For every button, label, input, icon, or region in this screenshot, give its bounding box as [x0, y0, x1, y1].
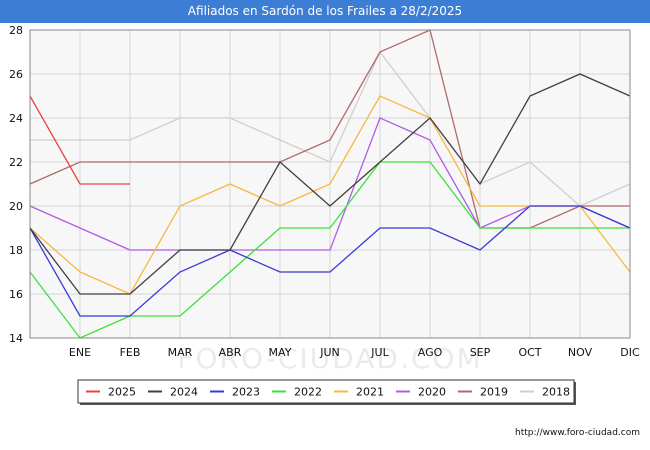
- y-tick-label: 20: [9, 200, 23, 213]
- series-line-2018: [30, 50, 631, 207]
- legend-label-2023: 2023: [232, 386, 260, 399]
- x-tick-label: NOV: [568, 346, 593, 359]
- x-tick-label: ABR: [219, 346, 242, 359]
- series-line-2023: [29, 205, 631, 317]
- source-url: http://www.foro-ciudad.com: [515, 428, 640, 438]
- y-tick-label: 26: [9, 68, 23, 81]
- x-tick-label: MAY: [269, 346, 292, 359]
- y-tick-label: 24: [9, 112, 23, 125]
- plot-border: [29, 29, 631, 339]
- x-tick-label: AGO: [418, 346, 443, 359]
- watermark: FORO-CIUDAD.COM: [177, 342, 482, 375]
- chart-title: Afiliados en Sardón de los Frailes a 28/…: [187, 4, 463, 18]
- x-tick-label: JUL: [370, 346, 389, 359]
- title-bar: [0, 0, 650, 23]
- y-tick-label: 16: [9, 288, 23, 301]
- x-tick-label: OCT: [518, 346, 541, 359]
- legend-box: [77, 379, 575, 404]
- legend-label-2020: 2020: [418, 386, 446, 399]
- legend-label-2025: 2025: [108, 386, 136, 399]
- x-tick-label: ENE: [69, 346, 91, 359]
- legend-label-2019: 2019: [480, 386, 508, 399]
- legend-label-2021: 2021: [356, 386, 384, 399]
- series-line-2024: [29, 73, 631, 295]
- x-tick-label: FEB: [120, 346, 141, 359]
- y-tick-label: 28: [9, 24, 23, 37]
- x-tick-label: DIC: [620, 346, 640, 359]
- x-tick-label: SEP: [470, 346, 491, 359]
- y-tick-label: 18: [9, 244, 23, 257]
- legend-label-2022: 2022: [294, 386, 322, 399]
- x-tick-label: MAR: [168, 346, 193, 359]
- y-tick-label: 22: [9, 156, 23, 169]
- series-line-2025: [29, 95, 130, 185]
- legend-label-2018: 2018: [542, 386, 570, 399]
- x-tick-label: JUN: [319, 346, 340, 359]
- y-tick-label: 14: [9, 332, 23, 345]
- legend-label-2024: 2024: [170, 386, 198, 399]
